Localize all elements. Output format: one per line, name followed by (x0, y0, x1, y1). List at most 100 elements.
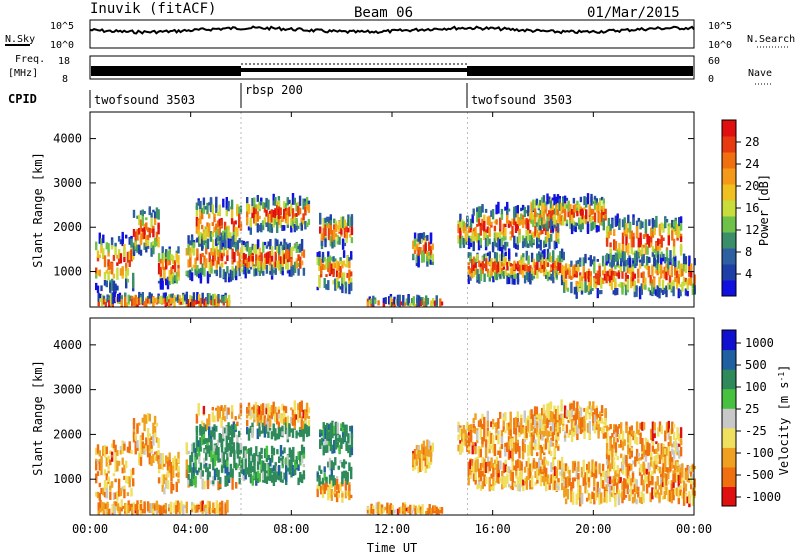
heatmap-cell (215, 203, 218, 213)
heatmap-cell (121, 269, 124, 276)
freq-tick-bottom: 8 (62, 74, 68, 85)
heatmap-cell (153, 237, 157, 248)
heatmap-cell (609, 248, 612, 260)
heatmap-cell (690, 471, 693, 477)
heatmap-cell (302, 430, 305, 442)
heatmap-cell (612, 275, 615, 282)
heatmap-cell (263, 463, 267, 474)
heatmap-cell (684, 483, 688, 492)
heatmap-cell (532, 219, 535, 228)
heatmap-cell (265, 245, 269, 249)
heatmap-cell (672, 228, 676, 233)
heatmap-cell (155, 451, 159, 461)
heatmap-cell (468, 240, 471, 246)
heatmap-cell (514, 243, 518, 249)
heatmap-cell (231, 260, 234, 265)
heatmap-cell (635, 479, 638, 491)
heatmap-cell (114, 450, 117, 462)
heatmap-cell (206, 418, 209, 431)
heatmap-cell (550, 233, 553, 242)
heatmap-cell (246, 203, 249, 210)
heatmap-cell (290, 265, 293, 277)
heatmap-cell (274, 428, 277, 441)
heatmap-cell (504, 251, 507, 257)
heatmap-cell (347, 214, 350, 227)
heatmap-cell (620, 256, 623, 262)
heatmap-cell (219, 248, 222, 261)
heatmap-cell (486, 419, 489, 428)
heatmap-cell (117, 254, 121, 264)
heatmap-cell (604, 408, 607, 420)
heatmap-cell (290, 428, 293, 433)
heatmap-cell (152, 245, 155, 255)
heatmap-cell (589, 470, 592, 478)
heatmap-cell (632, 430, 635, 436)
heatmap-cell (677, 274, 680, 284)
heatmap-cell (413, 249, 417, 254)
heatmap-cell (232, 422, 236, 429)
heatmap-cell (428, 461, 431, 469)
heatmap-cell (297, 451, 300, 460)
heatmap-cell (623, 480, 626, 486)
heatmap-cell (637, 278, 640, 284)
heatmap-cell (593, 222, 597, 228)
heatmap-cell (203, 255, 206, 266)
heatmap-cell (609, 424, 612, 430)
heatmap-cell (125, 279, 128, 289)
heatmap-cell (283, 202, 286, 209)
heatmap-cell (521, 427, 525, 434)
heatmap-cell (655, 448, 658, 455)
heatmap-cell (213, 299, 217, 306)
heatmap-cell (222, 242, 225, 247)
heatmap-cell (647, 471, 651, 479)
heatmap-cell (337, 484, 340, 493)
heatmap-cell (116, 285, 119, 291)
heatmap-cell (533, 200, 537, 211)
heatmap-cell (576, 222, 579, 226)
heatmap-cell (117, 478, 121, 488)
heatmap-cell (292, 266, 295, 276)
heatmap-cell (330, 263, 333, 275)
heatmap-cell (99, 499, 102, 512)
heatmap-cell (215, 261, 218, 268)
heatmap-cell (491, 424, 495, 430)
heatmap-cell (644, 243, 648, 255)
heatmap-cell (605, 431, 609, 443)
heatmap-cell (102, 502, 106, 515)
heatmap-cell (613, 436, 616, 449)
heatmap-cell (258, 266, 261, 276)
heatmap-cell (276, 471, 279, 480)
heatmap-cell (653, 248, 656, 253)
heatmap-cell (197, 403, 200, 416)
heatmap-cell (192, 478, 196, 485)
heatmap-cell (293, 197, 296, 205)
heatmap-cell (649, 275, 652, 284)
heatmap-cell (208, 223, 211, 233)
heatmap-cell (603, 472, 607, 482)
heatmap-cell (170, 461, 173, 474)
heatmap-cell (642, 444, 646, 449)
heatmap-cell (525, 209, 528, 214)
heatmap-cell (471, 459, 474, 467)
heatmap-cell (504, 206, 507, 211)
heatmap-cell (642, 234, 646, 239)
heatmap-cell (530, 252, 534, 263)
heatmap-cell (272, 193, 275, 205)
heatmap-cell (96, 270, 100, 276)
heatmap-cell (611, 463, 614, 469)
heatmap-cell (300, 455, 304, 464)
heatmap-cell (217, 446, 220, 455)
heatmap-cell (693, 274, 696, 287)
heatmap-cell (370, 299, 373, 304)
heatmap-cell (497, 422, 500, 429)
heatmap-cell (227, 294, 231, 305)
heatmap-cell (105, 482, 108, 488)
heatmap-cell (220, 433, 223, 444)
heatmap-cell (560, 275, 564, 280)
heatmap-cell (278, 244, 281, 255)
heatmap-cell (609, 450, 612, 455)
heatmap-cell (290, 450, 293, 455)
heatmap-cell (555, 409, 558, 422)
heatmap-cell (461, 435, 464, 446)
heatmap-cell (650, 231, 653, 244)
